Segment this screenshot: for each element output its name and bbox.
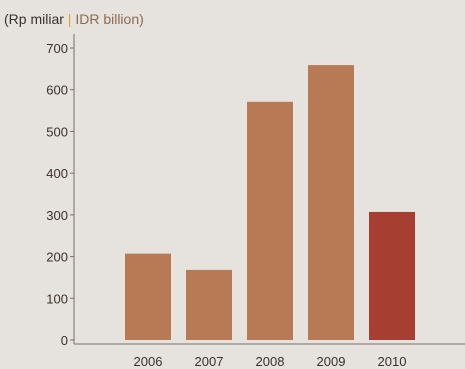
x-tick-label: 2009 bbox=[317, 354, 346, 369]
y-tick-label: 400 bbox=[46, 166, 68, 181]
y-tick-label: 0 bbox=[61, 333, 68, 348]
y-tick-label: 300 bbox=[46, 208, 68, 223]
x-tick-label: 2010 bbox=[378, 354, 407, 369]
x-axis-ticks: 2006 2007 2008 2009 2010 bbox=[134, 354, 407, 369]
bar-2010 bbox=[369, 211, 415, 340]
y-tick-label: 100 bbox=[46, 291, 68, 306]
unit-label-en: IDR billion) bbox=[75, 11, 143, 27]
bar-2007 bbox=[186, 269, 232, 340]
axes bbox=[73, 34, 465, 345]
unit-label-separator: | bbox=[68, 11, 72, 27]
y-tick-label: 500 bbox=[46, 124, 68, 139]
y-tick-label: 600 bbox=[46, 83, 68, 98]
unit-label: (Rp miliar | IDR billion) bbox=[4, 11, 144, 27]
y-tick-label: 200 bbox=[46, 250, 68, 265]
x-tick-label: 2008 bbox=[256, 354, 285, 369]
unit-label-id: (Rp miliar bbox=[4, 11, 64, 27]
x-tick-label: 2007 bbox=[195, 354, 224, 369]
y-tick-label: 700 bbox=[46, 41, 68, 56]
x-tick-label: 2006 bbox=[134, 354, 163, 369]
bar-2006 bbox=[125, 253, 171, 340]
y-axis-ticks: 0 100 200 300 400 500 600 700 bbox=[46, 41, 74, 348]
bars bbox=[125, 65, 415, 341]
bar-2008 bbox=[247, 101, 293, 340]
bar-2009 bbox=[308, 65, 354, 341]
